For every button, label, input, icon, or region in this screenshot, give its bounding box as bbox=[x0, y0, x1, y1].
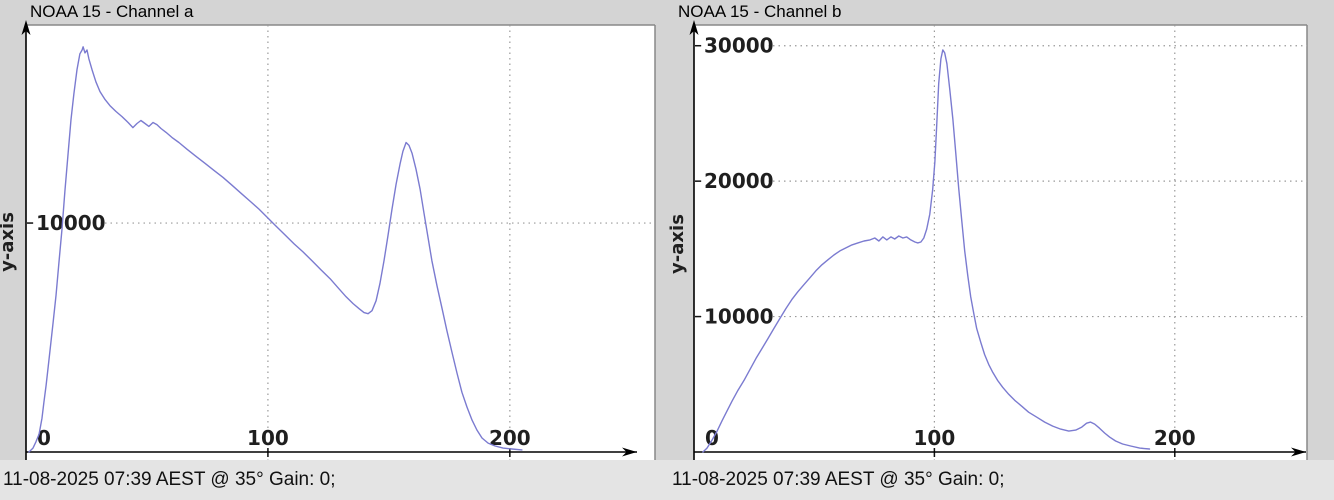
x-tick-label: 200 bbox=[1154, 426, 1196, 450]
y-axis-arrow-icon bbox=[689, 20, 699, 35]
tick-label-bg bbox=[1153, 429, 1197, 447]
y-tick-label: 10000 bbox=[704, 305, 774, 329]
x-tick-label: 0 bbox=[705, 426, 719, 450]
y-axis-label: y-axis bbox=[0, 212, 18, 272]
y-tick-label: 30000 bbox=[704, 34, 774, 58]
tick-label-bg bbox=[702, 35, 769, 56]
plot-area bbox=[694, 25, 1307, 460]
y-tick-label: 20000 bbox=[704, 169, 774, 193]
capture-info-left: 11-08-2025 07:39 AEST @ 35° Gain: 0; bbox=[3, 469, 336, 490]
y-axis-label: y-axis bbox=[667, 214, 688, 274]
axis-ticks: 0 100 200 10000 20000 30000 bbox=[695, 34, 1197, 457]
histogram-curve bbox=[702, 49, 1151, 453]
gridlines bbox=[28, 25, 655, 476]
chart-title: NOAA 15 - Channel b bbox=[678, 2, 841, 21]
tick-label-bg bbox=[702, 306, 769, 327]
x-tick-label: 100 bbox=[914, 426, 956, 450]
tick-label-bg bbox=[488, 429, 532, 447]
tick-label-bg bbox=[912, 429, 957, 447]
gridlines bbox=[696, 25, 1307, 476]
x-axis-arrow-icon bbox=[622, 447, 637, 457]
capture-info-right: 11-08-2025 07:39 AEST @ 35° Gain: 0; bbox=[672, 469, 1005, 490]
chart-title: NOAA 15 - Channel a bbox=[30, 2, 194, 21]
tick-label-bg bbox=[246, 429, 290, 447]
x-tick-label: 100 bbox=[247, 426, 289, 450]
chart-panel-channel-b: 0 100 200 10000 20000 30000 NOAA 15 - Channel… bbox=[667, 2, 1308, 476]
status-strip: 11-08-2025 07:39 AEST @ 35° Gain: 0; 11-… bbox=[0, 460, 1334, 500]
histogram-curve bbox=[28, 46, 523, 453]
x-tick-label: 0 bbox=[37, 426, 51, 450]
tick-label-bg bbox=[34, 213, 101, 234]
tick-label-bg bbox=[702, 171, 769, 192]
plot-area bbox=[26, 25, 655, 460]
y-axis-arrow-icon bbox=[21, 20, 31, 35]
x-axis-arrow-icon bbox=[1291, 447, 1306, 457]
y-tick-label: 10000 bbox=[36, 211, 106, 235]
